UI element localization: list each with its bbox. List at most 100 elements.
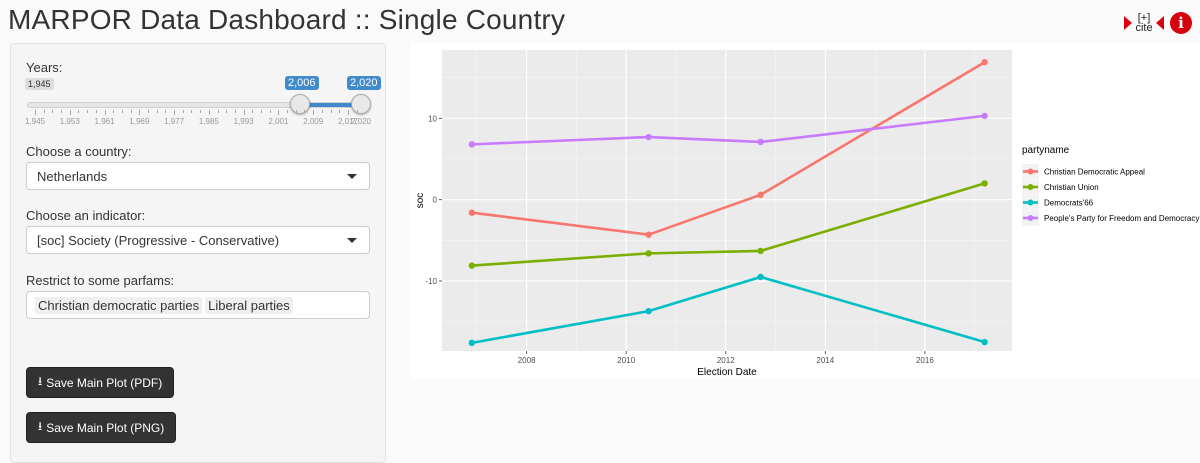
data-point	[645, 133, 652, 141]
slider-tick-label: 2,009	[303, 117, 324, 126]
y-axis-title: soc	[415, 193, 426, 209]
slider-minor-tick	[130, 110, 132, 113]
data-point	[981, 338, 988, 346]
slider-minor-tick	[200, 110, 202, 113]
parfam-label: Restrict to some parfams:	[26, 273, 175, 288]
slider-tick-label: 1,953	[59, 117, 80, 126]
slider-minor-tick	[35, 110, 36, 115]
cite-button[interactable]: [+] cite	[1124, 10, 1164, 36]
data-point	[645, 307, 652, 315]
indicator-select[interactable]: [soc] Society (Progressive - Conservativ…	[26, 226, 370, 254]
slider-minor-tick	[287, 110, 289, 113]
legend-key-point	[1027, 184, 1034, 190]
sidebar-panel: Years: 1,945 2,006 2,020 1,945 1,953 1,961…	[10, 43, 386, 463]
legend-label: Christian Union	[1044, 183, 1099, 192]
slider-minor-tick	[156, 110, 158, 113]
slider-minor-tick	[252, 110, 254, 113]
legend-label: Christian Democratic Appeal	[1044, 168, 1145, 177]
page-title: MARPOR Data Dashboard :: Single Country	[8, 4, 566, 35]
y-tick-label: -10	[425, 277, 437, 286]
slider-minor-tick	[61, 110, 63, 113]
slider-minor-tick	[208, 110, 210, 115]
main-plot: 2008 2010 2012 2014 2016 -10 0 10 Election Date s…	[410, 43, 1200, 379]
years-slider-selection	[304, 103, 363, 107]
years-slider-track[interactable]	[27, 102, 363, 108]
save-pdf-button[interactable]: ⭳ Save Main Plot (PDF)	[26, 367, 175, 398]
legend-title: partyname	[1022, 145, 1070, 156]
slider-minor-tick	[165, 110, 167, 113]
slider-tick-label: 1,985	[198, 117, 219, 126]
slider-minor-tick	[313, 110, 315, 115]
years-label: Years:	[26, 60, 63, 75]
data-point	[645, 250, 652, 257]
series-line	[471, 182, 985, 267]
legend-label: People's Party for Freedom and Democracy	[1044, 214, 1199, 223]
slider-tick-label: 1,977	[164, 117, 185, 126]
parfam-multiselect[interactable]: Christian democratic parties Liberal part…	[26, 291, 370, 319]
slider-low-handle[interactable]	[290, 94, 310, 114]
slider-minor-tick	[52, 110, 54, 113]
legend-key-point	[1027, 199, 1034, 206]
slider-minor-tick	[304, 110, 306, 113]
slider-minor-tick	[234, 110, 236, 113]
info-icon[interactable]: i	[1170, 12, 1192, 34]
slider-minor-tick	[139, 110, 141, 115]
data-point	[757, 273, 764, 281]
x-axis-title: Election Date	[697, 367, 757, 378]
slider-minor-tick	[269, 110, 271, 113]
slider-min-label: 1,945	[25, 78, 54, 90]
slider-minor-tick	[347, 110, 349, 115]
line-chart: 2008 2010 2012 2014 2016 -10 0 10 Election Date s…	[415, 50, 1199, 378]
slider-minor-tick	[339, 110, 341, 113]
x-tick-label: 2014	[816, 356, 834, 365]
slider-minor-tick	[261, 110, 263, 113]
indicator-label: Choose an indicator:	[26, 208, 146, 223]
slider-tick-label: 2,017	[337, 117, 358, 126]
y-tick-label: 0	[433, 196, 438, 205]
slider-tick-label: 1,961	[94, 117, 115, 126]
data-point	[981, 180, 988, 187]
cite-arrow-left-icon	[1156, 16, 1164, 30]
data-point	[468, 339, 476, 347]
slider-minor-tick	[243, 110, 245, 115]
slider-tick-label: 1,969	[129, 117, 150, 126]
cite-arrow-right-icon	[1124, 16, 1132, 30]
slider-minor-tick	[182, 110, 184, 113]
data-point	[757, 138, 764, 146]
country-select[interactable]: Netherlands	[26, 162, 370, 190]
header-actions: [+] cite i	[1124, 10, 1192, 36]
chevron-down-icon	[347, 174, 357, 179]
indicator-value: [soc] Society (Progressive - Conservativ…	[37, 233, 280, 248]
data-point	[468, 141, 476, 148]
x-tick-label: 2012	[717, 356, 735, 365]
save-png-button[interactable]: ⭳ Save Main Plot (PNG)	[26, 412, 177, 443]
country-value: Netherlands	[37, 169, 108, 184]
slider-tick-label: 2,020	[350, 117, 372, 126]
legend-key-point	[1027, 168, 1034, 175]
slider-minor-tick	[295, 110, 297, 113]
slider-minor-tick	[87, 110, 89, 113]
parfam-chip[interactable]: Liberal parties	[205, 297, 293, 314]
data-point	[468, 209, 476, 216]
slider-tick-label: 1,945	[24, 117, 46, 126]
download-icon: ⭳	[38, 374, 43, 388]
x-tick-label: 2016	[916, 356, 934, 365]
slider-minor-tick	[113, 110, 115, 113]
data-point	[757, 191, 764, 199]
slider-tick-label: 2,001	[268, 117, 289, 126]
slider-minor-tick	[321, 110, 323, 113]
slider-minor-tick	[121, 110, 123, 113]
y-tick-label: 10	[428, 114, 437, 123]
slider-minor-tick	[191, 110, 193, 113]
chevron-down-icon	[347, 238, 357, 243]
x-tick-label: 2010	[617, 356, 635, 365]
slider-high-handle[interactable]	[351, 94, 371, 114]
data-point	[468, 262, 476, 269]
save-png-label: Save Main Plot (PNG)	[46, 420, 165, 435]
parfam-chip[interactable]: Christian democratic parties	[35, 297, 203, 314]
data-point	[757, 247, 764, 255]
legend-label: Democrats'66	[1044, 199, 1094, 208]
download-icon: ⭳	[38, 419, 43, 433]
slider-minor-tick	[95, 110, 97, 113]
slider-minor-tick	[78, 110, 80, 113]
